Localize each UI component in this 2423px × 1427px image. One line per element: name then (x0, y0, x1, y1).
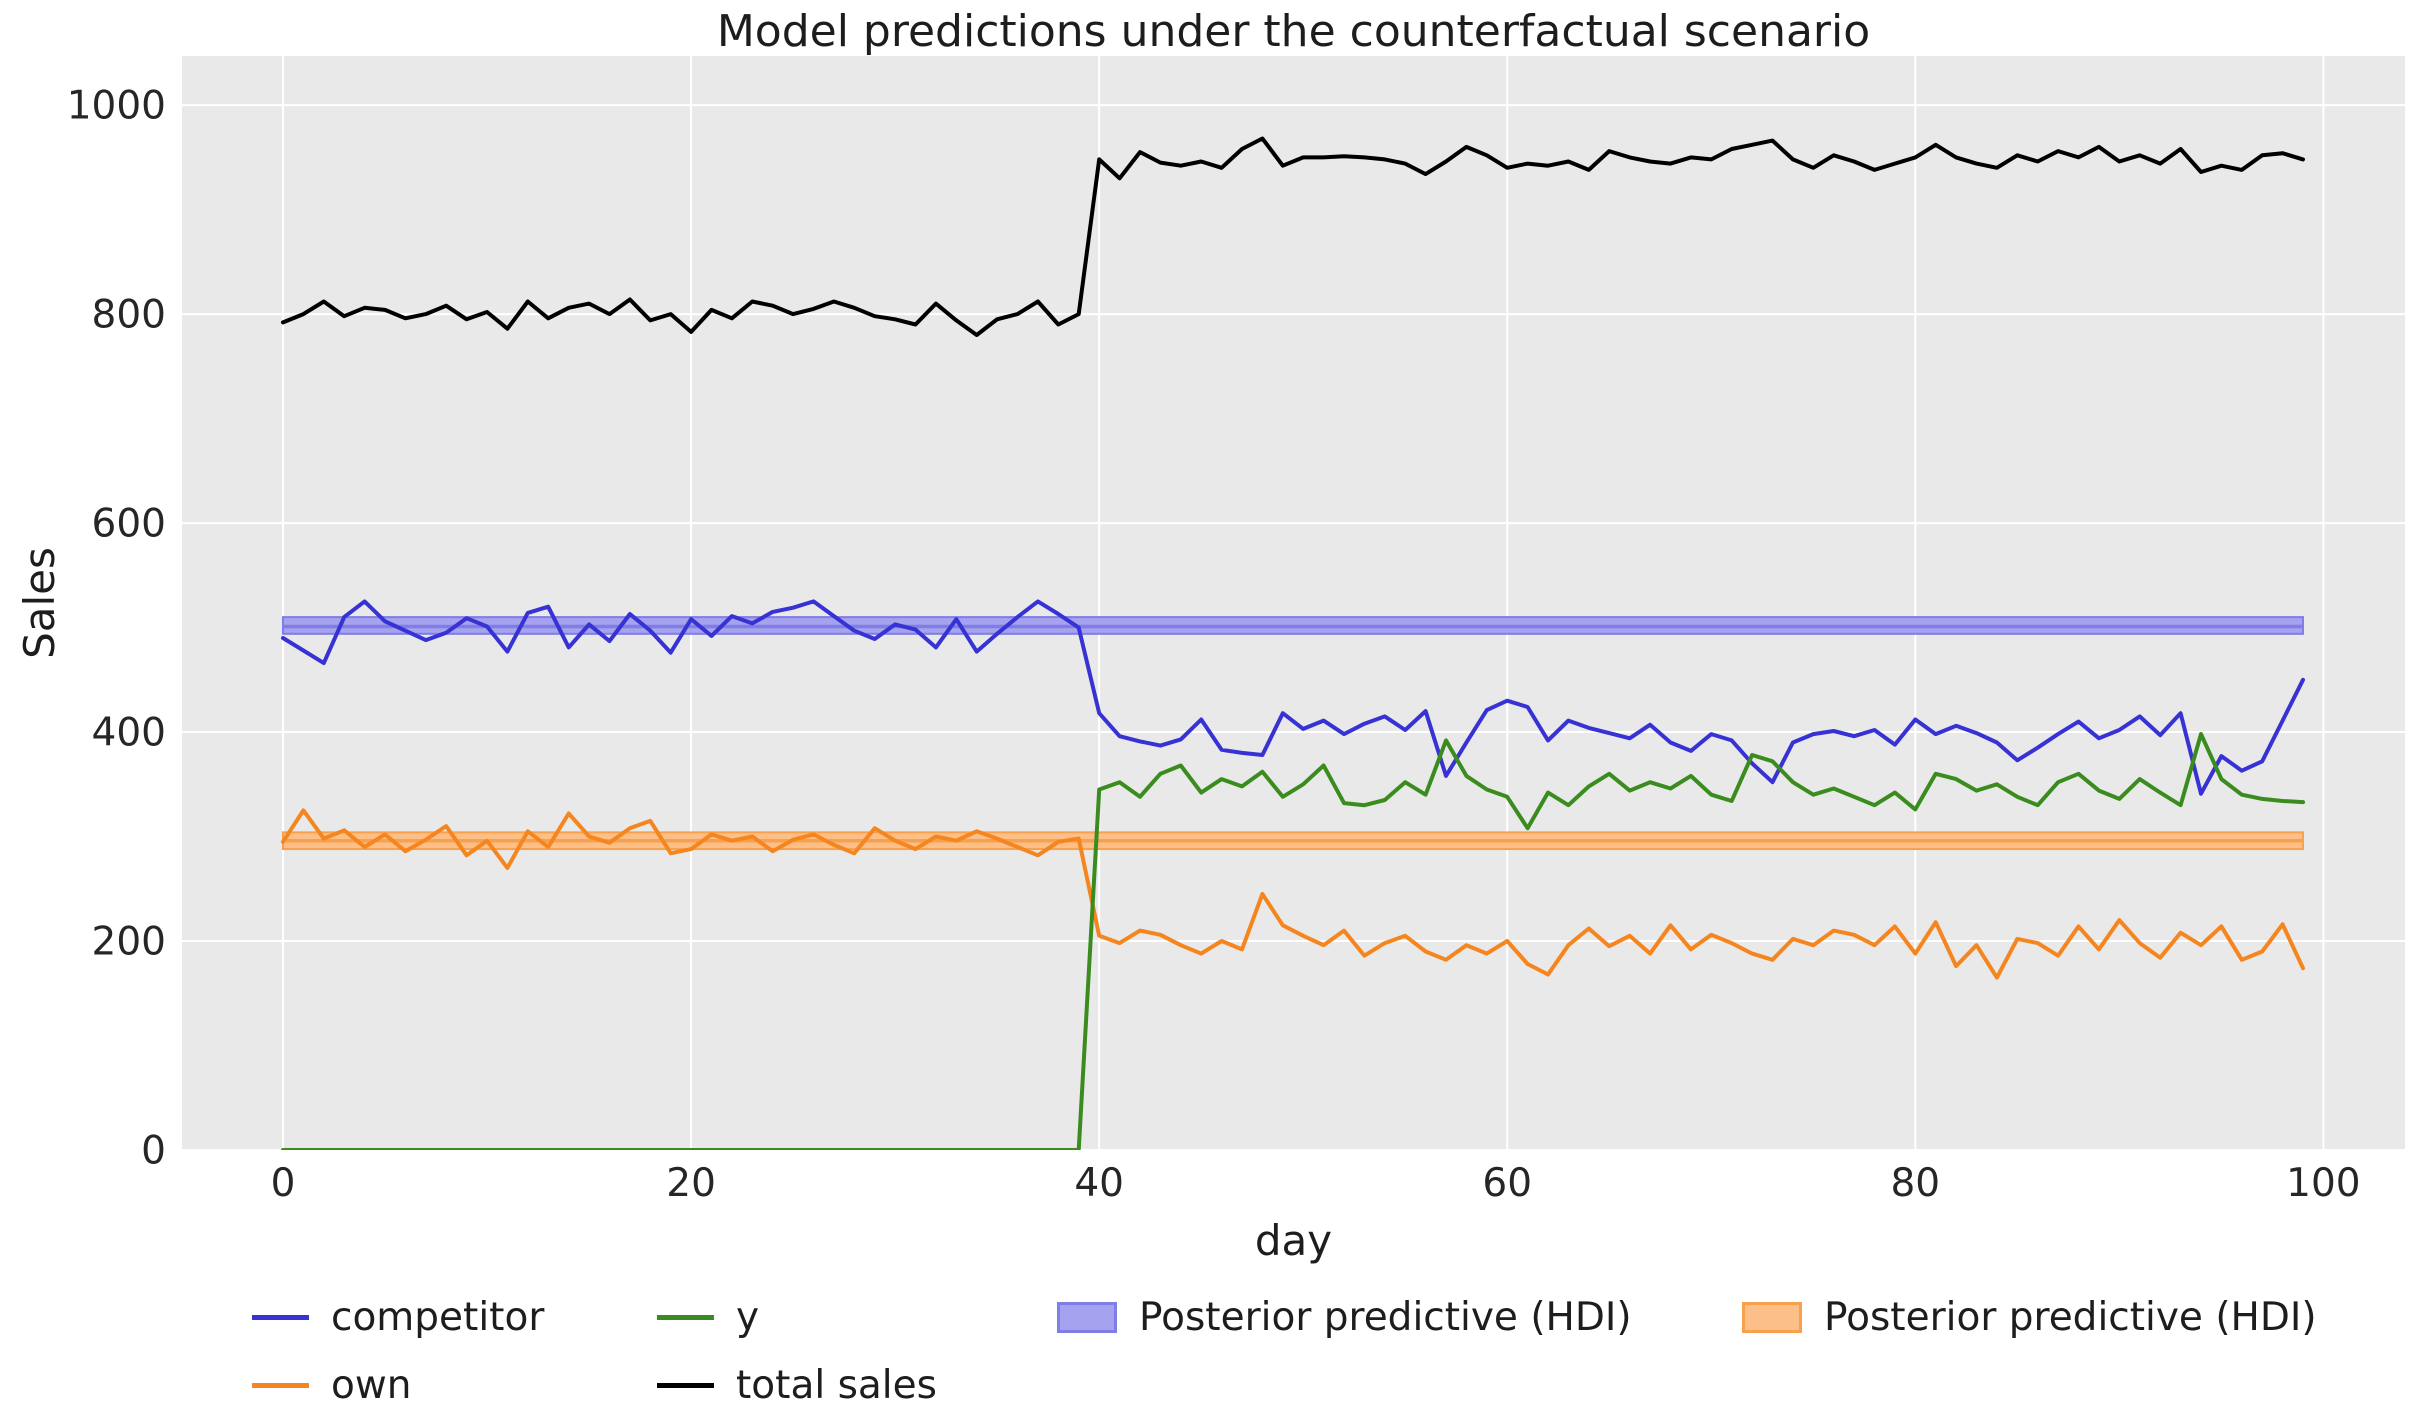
y-tick-label: 1000 (67, 83, 166, 128)
line-y (281, 732, 2305, 1150)
x-tick-label: 80 (1890, 1161, 1940, 1206)
legend-item-own: own (252, 1362, 657, 1408)
x-tick-label: 60 (1482, 1161, 1532, 1206)
legend-line-swatch (657, 1382, 714, 1388)
legend-item-posterior-predictive-hdi-: Posterior predictive (HDI) (1742, 1294, 2317, 1340)
y-axis-label: Sales (15, 547, 64, 659)
legend-label: competitor (331, 1294, 545, 1340)
x-tick-label: 0 (271, 1161, 296, 1206)
legend-label: total sales (736, 1362, 937, 1408)
y-tick-label: 0 (141, 1128, 166, 1173)
legend-column: y total sales (657, 1294, 1057, 1408)
legend-item-posterior-predictive-hdi-: Posterior predictive (HDI) (1057, 1294, 1742, 1340)
legend-patch-swatch (1742, 1301, 1802, 1333)
legend-item-y: y (657, 1294, 1057, 1340)
legend-label: Posterior predictive (HDI) (1139, 1294, 1632, 1340)
legend-patch-swatch (1057, 1301, 1117, 1333)
legend-column: competitor own (252, 1294, 657, 1408)
legend-item-total-sales: total sales (657, 1362, 1057, 1408)
y-tick-label: 400 (92, 710, 166, 755)
x-tick-label: 100 (2286, 1161, 2360, 1206)
y-tick-label: 800 (92, 292, 166, 337)
legend-item-competitor: competitor (252, 1294, 657, 1340)
line-own (281, 808, 2305, 980)
legend-line-swatch (657, 1314, 714, 1320)
x-tick-label: 40 (1074, 1161, 1124, 1206)
legend-label: Posterior predictive (HDI) (1824, 1294, 2317, 1340)
legend-line-swatch (252, 1314, 309, 1320)
y-tick-label: 600 (92, 501, 166, 546)
chart-title: Model predictions under the counterfactu… (716, 6, 1871, 57)
legend-label: y (736, 1294, 760, 1340)
legend-column: Posterior predictive (HDI) (1742, 1294, 2317, 1340)
x-tick-label: 20 (666, 1161, 716, 1206)
line-total-sales (281, 136, 2305, 337)
x-axis-label: day (1254, 1216, 1333, 1265)
line-competitor (281, 599, 2305, 796)
legend-column: Posterior predictive (HDI) (1057, 1294, 1742, 1340)
legend-line-swatch (252, 1382, 309, 1388)
plot-background (182, 56, 2405, 1150)
chart-legend: competitor own y total sales Posterior predi… (252, 1294, 2317, 1408)
legend-label: own (331, 1362, 412, 1408)
y-tick-label: 200 (92, 919, 166, 964)
